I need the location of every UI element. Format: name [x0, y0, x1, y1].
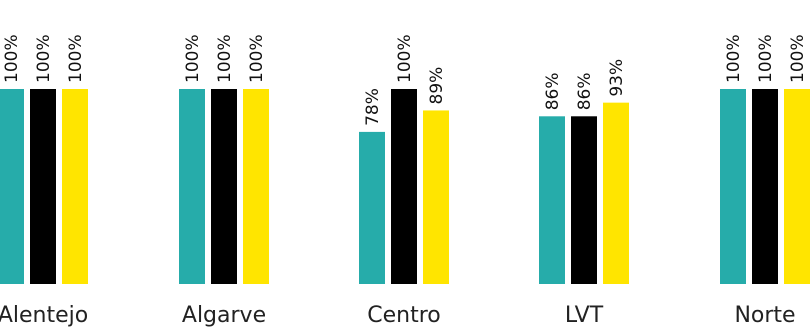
bar-lvt-1 [539, 116, 565, 284]
value-label-norte-1: 100% [724, 34, 744, 83]
bar-algarve-3 [243, 89, 269, 284]
bar-norte-2 [752, 89, 778, 284]
value-label-lvt-3: 93% [607, 59, 627, 97]
value-label-norte-2: 100% [756, 34, 776, 83]
value-label-lvt-1: 86% [543, 73, 563, 111]
bar-algarve-2 [211, 89, 237, 284]
category-label-centro: Centro [367, 303, 441, 328]
value-label-alentejo-3: 100% [66, 34, 86, 83]
value-label-alentejo-1: 100% [2, 34, 22, 83]
bar-centro-3 [423, 110, 449, 284]
category-label-alentejo: Alentejo [0, 303, 88, 328]
bar-lvt-2 [571, 116, 597, 284]
bar-alentejo-3 [62, 89, 88, 284]
category-label-norte: Norte [734, 303, 795, 328]
bar-norte-3 [784, 89, 810, 284]
bar-alentejo-1 [0, 89, 24, 284]
bar-algarve-1 [179, 89, 205, 284]
bar-alentejo-2 [30, 89, 56, 284]
category-label-algarve: Algarve [182, 303, 266, 328]
bar-centro-2 [391, 89, 417, 284]
value-label-algarve-3: 100% [247, 34, 267, 83]
value-label-lvt-2: 86% [575, 73, 595, 111]
value-label-centro-2: 100% [395, 34, 415, 83]
value-label-algarve-2: 100% [215, 34, 235, 83]
value-label-norte-3: 100% [788, 34, 808, 83]
value-label-algarve-1: 100% [183, 34, 203, 83]
value-label-centro-1: 78% [363, 88, 383, 126]
category-label-lvt: LVT [565, 303, 604, 328]
bar-centro-1 [359, 131, 385, 284]
bar-lvt-3 [603, 102, 629, 285]
bar-norte-1 [720, 89, 746, 284]
value-label-centro-3: 89% [427, 67, 447, 105]
value-label-alentejo-2: 100% [34, 34, 54, 83]
